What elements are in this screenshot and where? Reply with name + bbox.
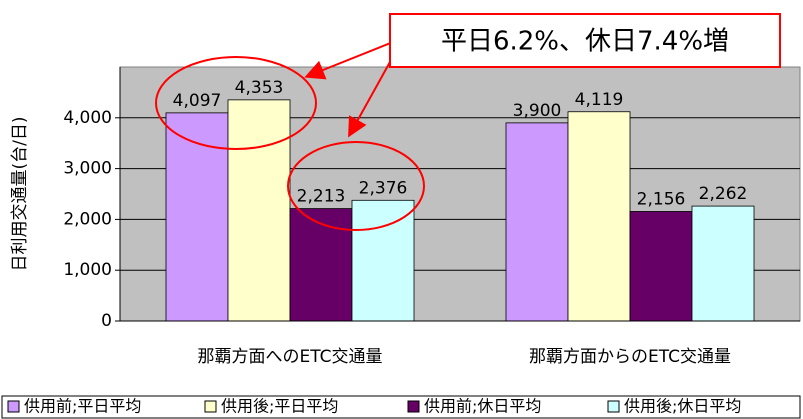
legend-label: 供用後;休日平均 [624, 397, 741, 416]
value-label: 4,097 [173, 91, 222, 111]
legend-box [1, 395, 801, 419]
y-tick-label: 4,000 [63, 108, 112, 128]
value-label: 2,213 [297, 187, 346, 207]
value-label: 4,119 [575, 90, 624, 110]
annotation: 平日6.2%、休日7.4%増 [441, 27, 729, 57]
legend-swatch [407, 400, 420, 413]
bar [227, 99, 291, 322]
highlight-ellipse [155, 56, 317, 150]
y-axis-label: 日利用交通量(台/日) [10, 117, 30, 272]
annotation-box [389, 13, 781, 68]
legend-label: 供用前;休日平均 [424, 397, 541, 416]
value-label: 2,376 [359, 178, 408, 198]
y-tick-label: 2,000 [63, 209, 112, 229]
y-tick-label: 3,000 [63, 159, 112, 179]
y-tick-label: 1,000 [63, 260, 112, 280]
bar [505, 122, 569, 322]
value-label: 2,156 [637, 189, 686, 209]
y-tick-label: 0 [101, 311, 112, 331]
legend-label: 供用後;平日平均 [221, 397, 338, 416]
bar [289, 208, 353, 322]
legend-swatch [607, 400, 620, 413]
x-tick-label: 那覇方面からのETC交通量 [529, 347, 731, 367]
bar [629, 211, 693, 322]
highlight-ellipse [287, 141, 425, 231]
x-tick-label: 那覇方面へのETC交通量 [198, 347, 383, 367]
value-label: 3,900 [513, 101, 562, 121]
bar [567, 111, 631, 322]
legend-swatch [204, 400, 217, 413]
value-label: 2,262 [699, 184, 748, 204]
legend-swatch [7, 400, 20, 413]
bar [351, 199, 415, 322]
legend-label: 供用前;平日平均 [24, 397, 141, 416]
bar [691, 205, 755, 322]
arrow [304, 39, 399, 80]
value-label: 4,353 [235, 78, 284, 98]
